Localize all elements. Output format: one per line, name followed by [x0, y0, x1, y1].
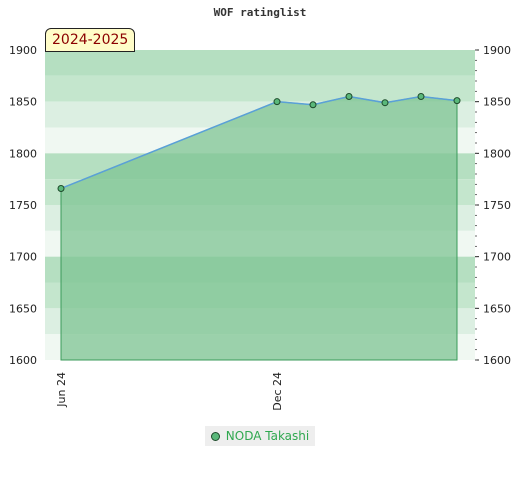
data-point	[345, 93, 353, 100]
x-tick-label: Jun 24	[55, 372, 68, 408]
data-point	[453, 97, 461, 105]
y-tick-label-left: 1900	[9, 44, 37, 57]
season-badge: 2024-2025	[45, 28, 136, 52]
y-tick-label-left: 1650	[9, 302, 37, 315]
background-band	[45, 50, 475, 76]
data-point	[381, 99, 389, 107]
y-tick-label-left: 1600	[9, 354, 37, 367]
chart-title: WOF ratinglist	[213, 6, 307, 19]
y-tick-label-right: 1650	[483, 302, 511, 315]
background-band	[45, 75, 475, 102]
legend-label: NODA Takashi	[225, 429, 310, 443]
y-tick-label-left: 1750	[9, 199, 37, 212]
y-tick-label-right: 1850	[483, 96, 511, 109]
data-point	[417, 93, 425, 100]
y-tick-label-left: 1800	[9, 147, 37, 160]
x-tick-label: Dec 24	[271, 372, 284, 411]
y-tick-label-left: 1850	[9, 96, 37, 109]
y-tick-label-right: 1800	[483, 147, 511, 160]
legend[interactable]: NODA Takashi	[205, 426, 315, 446]
legend-marker-icon	[210, 431, 220, 441]
y-tick-label-right: 1700	[483, 251, 511, 264]
y-tick-label-left: 1700	[9, 251, 37, 264]
data-point	[309, 101, 317, 109]
data-point	[273, 98, 281, 106]
y-tick-label-right: 1750	[483, 199, 511, 212]
y-tick-label-right: 1900	[483, 44, 511, 57]
y-tick-label-right: 1600	[483, 354, 511, 367]
data-point	[57, 184, 65, 192]
